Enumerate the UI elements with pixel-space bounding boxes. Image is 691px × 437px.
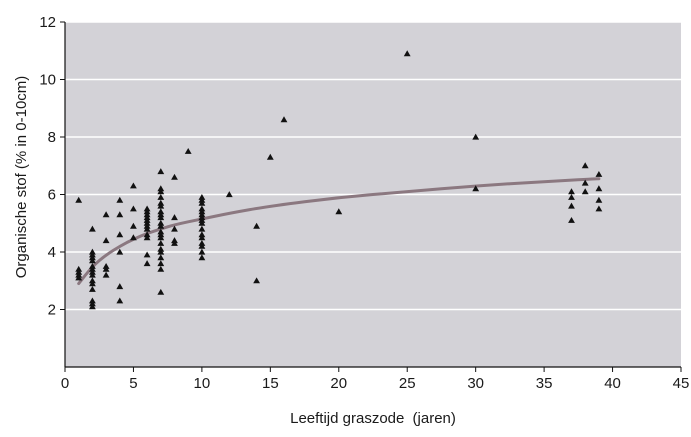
data-point-triangle xyxy=(171,240,178,246)
data-point-triangle xyxy=(595,185,603,192)
y-tick-label: 8 xyxy=(48,129,56,146)
data-point-triangle xyxy=(581,162,589,169)
data-point-triangle xyxy=(184,148,192,154)
y-tick-label: 10 xyxy=(39,72,56,89)
data-point-triangle xyxy=(116,283,124,290)
y-axis-title: Organische stof (% in 0-10cm) xyxy=(13,76,30,279)
axes: 0 5 10 15 20 25 30 35 40 45 2 4 6 8 10 12 xyxy=(39,14,689,392)
x-tick-label: 40 xyxy=(604,375,621,392)
axis-labels: Leeftijd graszode (jaren) Organische sto… xyxy=(13,76,456,427)
x-tick-label: 20 xyxy=(330,375,347,392)
data-point-triangle xyxy=(403,50,411,57)
data-point-triangle xyxy=(116,231,124,238)
x-tick-label: 45 xyxy=(673,375,690,392)
data-point-triangle xyxy=(157,194,165,200)
data-point-triangle xyxy=(581,188,589,195)
data-point-triangle xyxy=(116,248,124,255)
data-point-triangle xyxy=(116,196,124,203)
data-point-triangle xyxy=(130,234,137,241)
data-point-triangle xyxy=(143,260,151,267)
data-point-triangle xyxy=(568,194,575,200)
data-point-triangle xyxy=(581,179,589,186)
data-point-triangle xyxy=(116,211,124,218)
trend-line xyxy=(77,177,601,286)
x-tick-label: 15 xyxy=(262,375,279,392)
data-point-triangle xyxy=(75,196,83,203)
data-point-triangle xyxy=(595,171,603,177)
data-point-triangle xyxy=(157,265,165,272)
data-point-triangle xyxy=(157,288,165,295)
x-axis-title: Leeftijd graszode (jaren) xyxy=(290,410,456,427)
data-point-triangle xyxy=(143,234,151,241)
data-point-triangle xyxy=(157,254,165,261)
data-point-triangle xyxy=(89,280,96,287)
y-tick-label: 6 xyxy=(48,187,56,204)
data-point-triangle xyxy=(143,225,151,232)
y-tick-label: 2 xyxy=(48,302,56,319)
data-point-triangle xyxy=(102,271,110,278)
data-point-triangle xyxy=(171,214,178,221)
data-point-triangle xyxy=(198,234,206,241)
data-point-triangle xyxy=(157,168,165,175)
data-point-triangle xyxy=(171,173,178,180)
x-tick-label: 5 xyxy=(129,375,137,392)
x-tick-label: 25 xyxy=(399,375,416,392)
data-point-triangle xyxy=(130,205,137,212)
data-point-triangle xyxy=(568,202,575,209)
data-point-triangle xyxy=(157,222,165,229)
data-point-triangle xyxy=(198,254,206,261)
data-point-triangle xyxy=(198,248,206,255)
data-point-triangle xyxy=(157,234,165,241)
data-point-triangle xyxy=(198,219,206,226)
trend-line-group xyxy=(77,177,601,286)
data-point-triangle xyxy=(266,153,274,160)
y-tick-label: 4 xyxy=(48,244,56,261)
data-point-triangle xyxy=(75,274,83,281)
data-point-triangle xyxy=(102,265,110,272)
y-tick-label: 12 xyxy=(39,14,56,31)
data-point-triangle xyxy=(143,251,151,258)
data-point-triangle xyxy=(89,225,96,232)
data-point-triangle xyxy=(130,182,137,189)
data-point-triangle xyxy=(130,222,137,229)
data-point-triangle xyxy=(595,196,603,203)
data-point-triangle xyxy=(89,286,96,292)
x-axis-title-main: Leeftijd graszode xyxy=(290,410,404,427)
data-point-triangle xyxy=(198,225,206,232)
data-point-triangle xyxy=(157,260,165,267)
data-point-triangle xyxy=(568,217,575,223)
data-point-triangle xyxy=(335,208,343,215)
data-points xyxy=(75,50,603,310)
data-point-triangle xyxy=(89,257,96,264)
data-point-triangle xyxy=(253,222,260,229)
data-point-triangle xyxy=(89,271,96,278)
data-point-triangle xyxy=(595,205,603,212)
data-point-triangle xyxy=(157,202,165,209)
data-point-triangle xyxy=(225,191,233,198)
x-axis-title-unit: (jaren) xyxy=(413,410,456,427)
data-point-triangle xyxy=(157,188,165,195)
data-point-triangle xyxy=(157,248,165,255)
data-point-triangle xyxy=(280,116,288,123)
data-point-triangle xyxy=(116,297,124,304)
data-point-triangle xyxy=(472,133,480,140)
x-tick-label: 35 xyxy=(536,375,553,392)
data-point-triangle xyxy=(157,240,165,246)
data-point-triangle xyxy=(198,242,206,249)
data-point-triangle xyxy=(568,188,575,195)
x-tick-label: 30 xyxy=(467,375,484,392)
data-point-triangle xyxy=(102,211,110,218)
x-tick-label: 10 xyxy=(194,375,211,392)
data-point-triangle xyxy=(198,199,206,206)
data-point-triangle xyxy=(89,303,96,310)
data-point-triangle xyxy=(472,185,480,192)
data-point-triangle xyxy=(157,214,165,221)
data-point-triangle xyxy=(253,277,260,284)
data-point-triangle xyxy=(171,225,178,232)
x-tick-label: 0 xyxy=(61,375,69,392)
data-point-triangle xyxy=(102,237,110,244)
